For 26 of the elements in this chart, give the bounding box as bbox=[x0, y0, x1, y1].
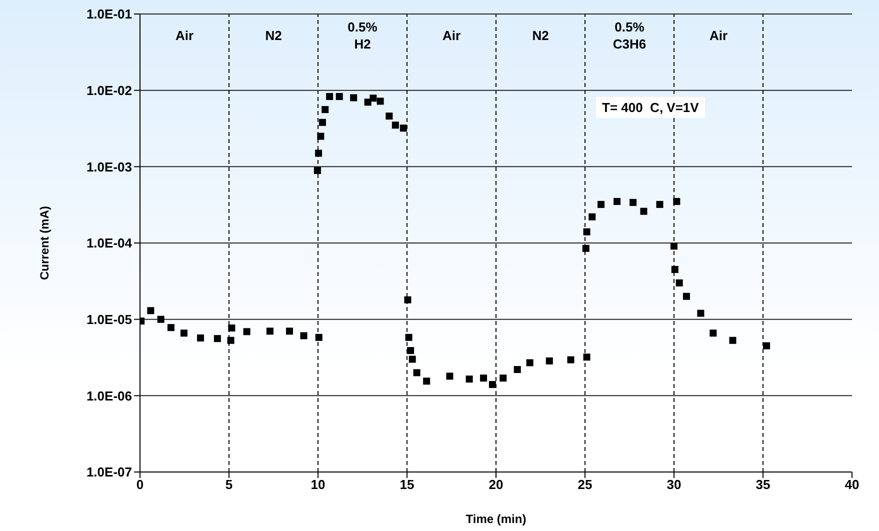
y-tick-label: 1.0E-02 bbox=[86, 82, 132, 98]
y-axis-title: Current (mA) bbox=[37, 206, 52, 280]
x-tick-label: 35 bbox=[756, 477, 770, 492]
annotation: T= 400 C, V=1V bbox=[596, 97, 705, 118]
y-tick-label: 1.0E-01 bbox=[86, 6, 132, 22]
x-tick-label: 30 bbox=[666, 477, 682, 492]
annotation: Air bbox=[175, 28, 194, 42]
x-tick-label: 40 bbox=[844, 477, 860, 492]
annotation: Air bbox=[709, 28, 728, 42]
x-axis-title: Time (min) bbox=[466, 512, 526, 526]
y-tick-label: 1.0E-07 bbox=[86, 464, 132, 480]
y-tick-label: 1.0E-05 bbox=[86, 312, 132, 327]
x-tick-label: 20 bbox=[488, 477, 504, 492]
annotation: N2 bbox=[532, 28, 549, 42]
y-tick-label: 1.0E-06 bbox=[86, 388, 132, 404]
x-tick-label: 5 bbox=[225, 477, 233, 492]
x-tick-label: 0 bbox=[136, 477, 144, 492]
x-tick-label: 25 bbox=[578, 477, 592, 492]
y-tick-label: 1.0E-04 bbox=[86, 236, 133, 251]
annotation: Air bbox=[442, 28, 461, 42]
annotation: 0.5% C3H6 bbox=[612, 19, 646, 51]
annotation: N2 bbox=[265, 28, 282, 42]
x-tick-label: 15 bbox=[400, 477, 414, 492]
y-tick-label: 1.0E-03 bbox=[86, 159, 132, 174]
x-tick-label: 10 bbox=[310, 477, 326, 492]
annotation: 0.5% H2 bbox=[348, 19, 378, 51]
